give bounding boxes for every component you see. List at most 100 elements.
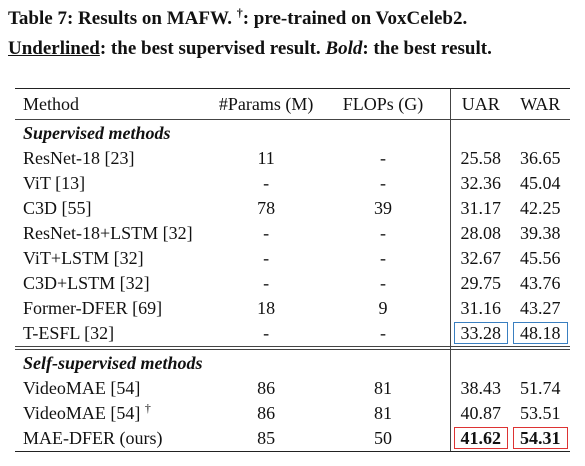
cell-method: MAE-DFER (ours) xyxy=(15,426,216,451)
caption-bold-term: Bold xyxy=(325,38,363,59)
cell-method: VideoMAE [54] † xyxy=(15,401,216,426)
cell-flops-value: - xyxy=(379,273,386,293)
cell-war: 42.25 xyxy=(511,196,570,221)
cell-method: Former-DFER [69] xyxy=(15,296,216,321)
cell-params: 86 xyxy=(216,376,315,401)
cell-flops: 81 xyxy=(316,401,451,426)
header-rule-row xyxy=(15,119,570,120)
cell-uar-value: 29.75 xyxy=(460,273,502,293)
top-rule xyxy=(15,88,570,89)
cell-uar: 33.28 xyxy=(450,321,511,347)
caption-line-2: Underlined: the best supervised result. … xyxy=(8,34,577,64)
cell-method: VideoMAE [54] xyxy=(15,376,216,401)
cell-uar: 31.16 xyxy=(450,296,511,321)
cell-method-value: Former-DFER [69] xyxy=(23,298,163,318)
cell-war-value: 51.74 xyxy=(520,378,561,398)
cell-flops-value: 39 xyxy=(373,198,392,218)
cell-params-value: - xyxy=(263,223,270,243)
dagger-symbol: † xyxy=(236,5,243,20)
cell-uar-value: 32.36 xyxy=(460,173,502,193)
cell-war: 43.76 xyxy=(511,271,570,296)
table-row: T-ESFL [32] - - 33.28 48.18 xyxy=(15,321,570,347)
cell-params-value: - xyxy=(263,323,270,343)
cell-war: 48.18 xyxy=(511,321,570,347)
cell-flops: - xyxy=(316,246,451,271)
bottom-rule xyxy=(15,451,570,452)
cell-uar-value: 38.43 xyxy=(460,378,502,398)
cell-flops: - xyxy=(316,221,451,246)
cell-flops-value: - xyxy=(379,223,386,243)
results-table-wrap: Method #Params (M) FLOPs (G) UAR WAR Sup… xyxy=(15,88,570,452)
cell-params-value: 18 xyxy=(257,298,276,318)
cell-war: 39.38 xyxy=(511,221,570,246)
cell-method: C3D+LSTM [32] xyxy=(15,271,216,296)
cell-war-value: 43.27 xyxy=(520,298,561,318)
cell-war: 45.04 xyxy=(511,171,570,196)
cell-uar: 32.67 xyxy=(450,246,511,271)
cell-war-value: 45.56 xyxy=(520,248,561,268)
section-spacer xyxy=(450,349,570,376)
table-header-row: Method #Params (M) FLOPs (G) UAR WAR xyxy=(15,89,570,120)
cell-flops: 81 xyxy=(316,376,451,401)
table-row: C3D [55] 78 39 31.17 42.25 xyxy=(15,196,570,221)
cell-war-value: 45.04 xyxy=(520,173,561,193)
cell-params-value: - xyxy=(263,273,270,293)
cell-uar: 32.36 xyxy=(450,171,511,196)
cell-params: 85 xyxy=(216,426,315,451)
section-title-selfsup: Self-supervised methods xyxy=(23,353,203,373)
cell-uar-value: 25.58 xyxy=(460,148,502,168)
cell-war: 36.65 xyxy=(511,146,570,171)
cell-war-value: 54.31 xyxy=(513,427,568,449)
cell-params-value: - xyxy=(263,173,270,193)
cell-method-value: C3D+LSTM [32] xyxy=(23,273,150,293)
cell-params: - xyxy=(216,321,315,347)
table-row: ResNet-18 [23] 11 - 25.58 36.65 xyxy=(15,146,570,171)
cell-params: - xyxy=(216,171,315,196)
cell-method: ResNet-18 [23] xyxy=(15,146,216,171)
caption-underlined-note: : the best supervised result. xyxy=(99,38,326,59)
cell-method-value: VideoMAE [54] xyxy=(23,403,141,423)
cell-flops-value: 81 xyxy=(373,378,392,398)
cell-war: 53.51 xyxy=(511,401,570,426)
cell-uar-value: 41.62 xyxy=(453,427,509,449)
cell-war-value: 39.38 xyxy=(520,223,561,243)
cell-method: ViT [13] xyxy=(15,171,216,196)
cell-params: 11 xyxy=(216,146,315,171)
cell-flops-value: - xyxy=(379,173,386,193)
cell-params: 78 xyxy=(216,196,315,221)
cell-uar: 38.43 xyxy=(450,376,511,401)
cell-flops-value: - xyxy=(379,248,386,268)
cell-war: 54.31 xyxy=(511,426,570,451)
cell-params-value: 86 xyxy=(257,378,276,398)
cell-uar: 31.17 xyxy=(450,196,511,221)
cell-params: 18 xyxy=(216,296,315,321)
cell-war-value: 43.76 xyxy=(520,273,561,293)
cell-flops-value: 81 xyxy=(373,403,392,423)
section-spacer xyxy=(450,120,570,146)
cell-flops-value: 9 xyxy=(378,298,388,318)
cell-uar-value: 33.28 xyxy=(453,322,509,344)
cell-method: ViT+LSTM [32] xyxy=(15,246,216,271)
cell-war: 51.74 xyxy=(511,376,570,401)
section-title-supervised: Supervised methods xyxy=(23,123,171,143)
cell-uar-value: 40.87 xyxy=(460,403,502,423)
cell-params-value: 78 xyxy=(257,198,276,218)
cell-method: ResNet-18+LSTM [32] xyxy=(15,221,216,246)
table-row: C3D+LSTM [32] - - 29.75 43.76 xyxy=(15,271,570,296)
cell-flops: - xyxy=(316,146,451,171)
cell-flops: - xyxy=(316,171,451,196)
cell-method: C3D [55] xyxy=(15,196,216,221)
caption-bold-note: : the best result. xyxy=(362,38,492,59)
header-method: Method xyxy=(23,94,79,114)
cell-uar: 25.58 xyxy=(450,146,511,171)
section-selfsup: Self-supervised methods xyxy=(15,349,570,376)
cell-flops-value: 50 xyxy=(373,428,392,448)
cell-flops: - xyxy=(316,271,451,296)
cell-uar-value: 31.16 xyxy=(460,298,502,318)
cell-params: - xyxy=(216,271,315,296)
cell-flops: 9 xyxy=(316,296,451,321)
cell-params-value: - xyxy=(263,248,270,268)
table-row: ResNet-18+LSTM [32] - - 28.08 39.38 xyxy=(15,221,570,246)
table-row: MAE-DFER (ours) 85 50 41.62 54.31 xyxy=(15,426,570,451)
cell-params: - xyxy=(216,221,315,246)
